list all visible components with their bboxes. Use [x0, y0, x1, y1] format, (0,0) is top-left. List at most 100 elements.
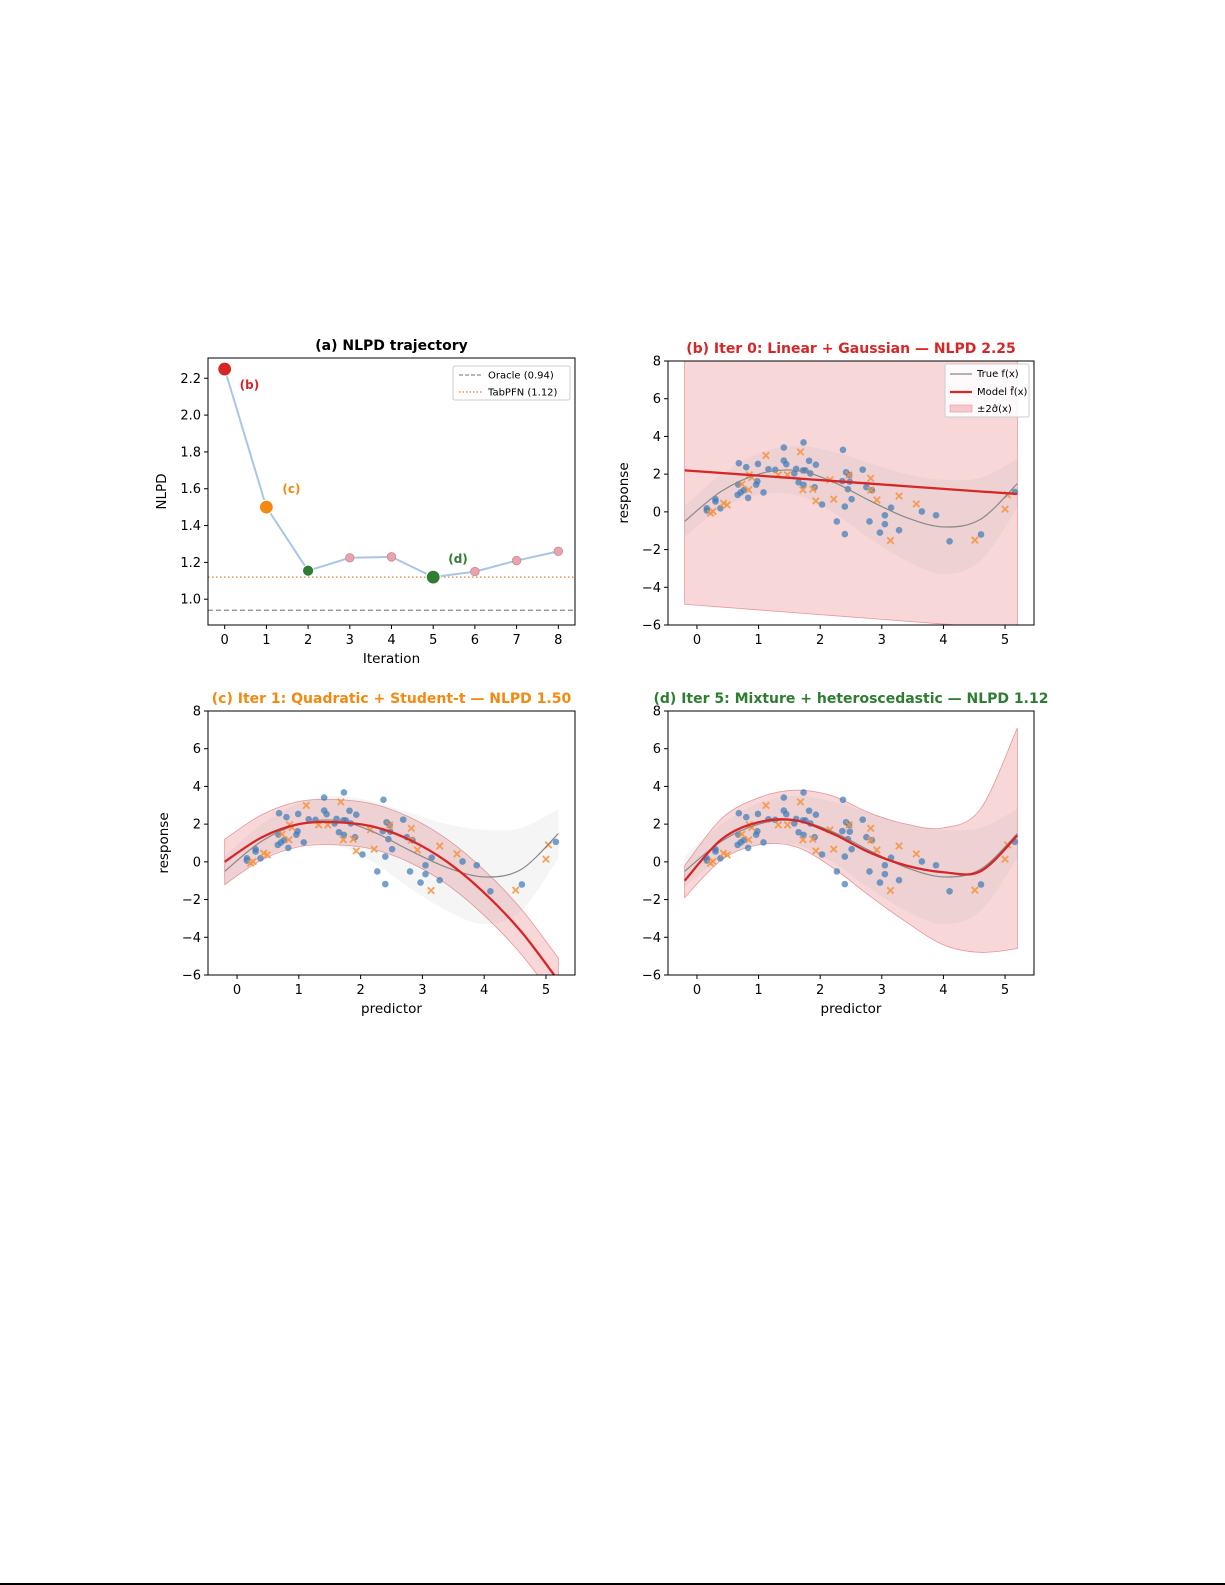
y-tick-label: 8 — [653, 705, 661, 720]
axes-frame — [667, 710, 1035, 976]
panels: (b) (c) (d) 0 1 2 3 4 5 6 7 8 1.0 1.2 1.4 1.6 1.8 2.0 2.2 (… — [154, 338, 1049, 1017]
observation-cross — [263, 851, 272, 859]
observation-cross — [542, 855, 550, 864]
observation-cross — [762, 451, 770, 460]
y-tick-label: 6 — [653, 392, 661, 407]
observation-circle — [744, 494, 752, 502]
x-tick-label: 7 — [512, 633, 520, 648]
observation-circle — [881, 520, 889, 528]
observation-circle — [712, 848, 719, 855]
x-tick-label: 1 — [262, 633, 270, 648]
observation-cross — [744, 835, 753, 844]
observation-cross — [723, 501, 731, 509]
legend-label: Model f̂(x) — [977, 385, 1028, 398]
observation-circle — [252, 848, 259, 855]
observation-circle — [795, 478, 802, 486]
y-tick-label: 1.8 — [180, 445, 201, 460]
x-tick-label: 0 — [693, 633, 701, 648]
observation-cross — [895, 842, 903, 850]
model-mean-line — [224, 820, 556, 975]
observation-circle — [382, 880, 389, 888]
observation-circle — [863, 833, 870, 841]
y-tick-label: 0 — [653, 855, 661, 870]
observation-cross — [709, 857, 717, 866]
observation-cross — [744, 485, 753, 494]
observation-cross — [866, 474, 875, 483]
observation-cross — [774, 821, 783, 829]
observation-cross — [385, 821, 394, 829]
observation-circle — [841, 853, 849, 860]
observation-cross — [886, 536, 895, 545]
observation-circle — [422, 870, 429, 878]
x-tick-label: 5 — [429, 633, 437, 648]
observation-circle — [841, 530, 849, 538]
observation-cross — [302, 801, 311, 810]
y-tick-label: 1.6 — [180, 482, 201, 497]
observation-circle — [783, 460, 790, 468]
observation-cross — [866, 836, 875, 845]
y-tick-label: −4 — [182, 931, 201, 946]
observation-circle — [294, 828, 301, 835]
observation-cross — [971, 886, 979, 894]
y-tick-label: −2 — [642, 543, 661, 558]
x-tick-label: 3 — [878, 983, 886, 998]
y-tick-label: 2.0 — [180, 409, 201, 424]
true-function-line — [684, 819, 1018, 878]
rejected-point — [553, 546, 564, 557]
observation-circle — [735, 809, 743, 817]
observation-cross — [799, 835, 807, 844]
observation-cross — [886, 886, 895, 895]
observation-circle — [380, 796, 387, 804]
plot-area — [683, 727, 1019, 953]
observation-circle — [257, 854, 264, 862]
legend: True f(x) Model f̂(x) ±2σ̂(x) — [944, 363, 1030, 418]
highlight-point — [425, 569, 441, 585]
x-tick-label: 0 — [221, 633, 229, 648]
observation-circle — [744, 844, 752, 852]
observation-circle — [352, 811, 360, 819]
y-tick-label: 2 — [653, 468, 661, 483]
observation-circle — [895, 526, 903, 534]
observation-circle — [876, 529, 884, 536]
observation-circle — [841, 880, 849, 888]
observation-cross — [895, 492, 903, 500]
axes-frame — [207, 710, 576, 976]
model-mean-line — [683, 818, 1019, 882]
observation-circle — [812, 461, 820, 469]
observation-circle — [839, 827, 846, 835]
observation-circle — [866, 518, 873, 525]
x-tick-label: 1 — [295, 983, 303, 998]
observation-circle — [795, 828, 802, 836]
observation-circle — [881, 861, 889, 869]
observation-circle — [977, 531, 985, 538]
x-tick-label: 3 — [418, 983, 426, 998]
observation-circle — [373, 868, 381, 875]
observation-circle — [881, 870, 889, 878]
x-tick-label: 5 — [1001, 983, 1009, 998]
observation-cross — [407, 824, 416, 833]
observation-circle — [406, 868, 414, 875]
observation-circle — [859, 816, 867, 823]
y-tick-label: 1.2 — [180, 556, 201, 571]
observation-circle — [791, 820, 798, 827]
annotation-label: (d) — [448, 552, 468, 566]
observation-circle — [473, 861, 481, 869]
legend-box — [944, 363, 1030, 418]
y-tick-label: −2 — [642, 893, 661, 908]
x-tick-label: 0 — [233, 983, 241, 998]
observation-cross — [912, 500, 921, 508]
observation-cross — [435, 842, 444, 850]
panel-title: (d) Iter 5: Mixture + heteroscedastic — … — [654, 691, 1049, 707]
observation-circle — [818, 851, 826, 858]
observation-circle — [459, 858, 466, 865]
legend-label: ±2σ̂(x) — [977, 403, 1012, 415]
observation-circle — [812, 811, 820, 819]
observation-circle — [805, 457, 813, 465]
observation-circle — [275, 809, 283, 817]
legend: Oracle (0.94) TabPFN (1.12) — [452, 365, 571, 401]
observation-circle — [712, 498, 719, 505]
observation-circle — [780, 794, 788, 801]
observation-cross — [845, 471, 853, 479]
observation-circle — [881, 511, 889, 519]
